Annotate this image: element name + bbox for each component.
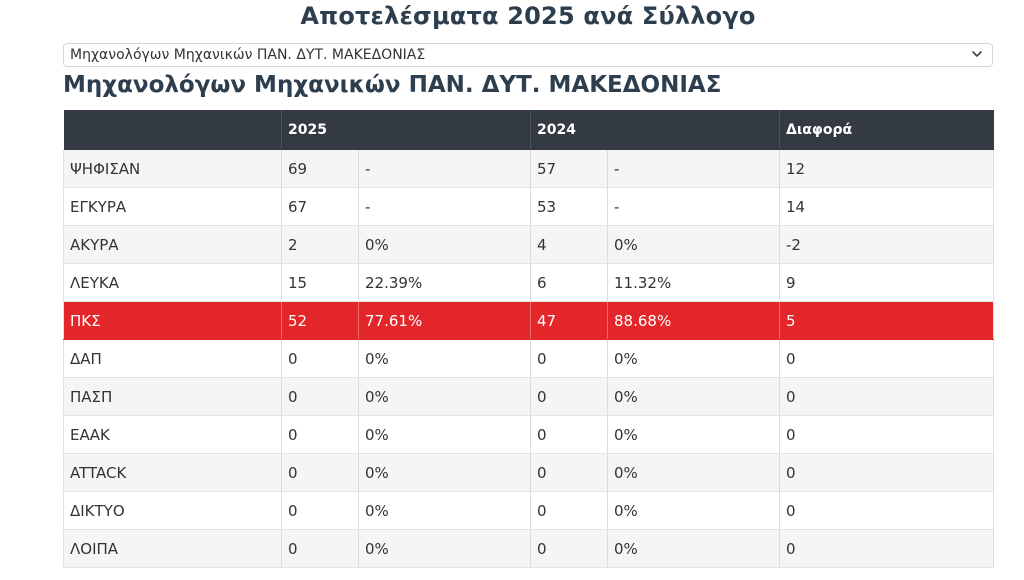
club-heading: Μηχανολόγων Μηχανικών ΠΑΝ. ΔΥΤ. ΜΑΚΕΔΟΝΙ…: [63, 72, 722, 98]
votes-2025: 0: [281, 339, 359, 378]
percent-2024: 0%: [607, 225, 780, 264]
difference: 14: [779, 187, 994, 226]
votes-2025: 15: [281, 263, 359, 302]
row-label: ΕΓΚΥΡΑ: [63, 187, 282, 226]
header-difference: Διαφορά: [779, 110, 994, 150]
votes-2024: 0: [530, 491, 608, 530]
row-label: ΔΑΠ: [63, 339, 282, 378]
club-selector[interactable]: Μηχανολόγων Μηχανικών ΠΑΝ. ΔΥΤ. ΜΑΚΕΔΟΝΙ…: [63, 43, 993, 67]
difference: 9: [779, 263, 994, 302]
votes-2025: 0: [281, 453, 359, 492]
votes-2024: 0: [530, 415, 608, 454]
difference: 0: [779, 491, 994, 530]
row-label: ΔΙΚΤΥΟ: [63, 491, 282, 530]
votes-2025: 0: [281, 529, 359, 568]
table-row: ΑΚΥΡΑ 2 0% 4 0% -2: [63, 225, 994, 264]
percent-2024: 0%: [607, 415, 780, 454]
percent-2025: 0%: [358, 339, 531, 378]
percent-2025: 0%: [358, 529, 531, 568]
header-2024: 2024: [530, 110, 780, 150]
row-label: ΕΑΑΚ: [63, 415, 282, 454]
percent-2024: 0%: [607, 377, 780, 416]
percent-2024: 0%: [607, 491, 780, 530]
percent-2025: 22.39%: [358, 263, 531, 302]
percent-2024: 11.32%: [607, 263, 780, 302]
table-row: ΛΕΥΚΑ 15 22.39% 6 11.32% 9: [63, 263, 994, 302]
percent-2025: 0%: [358, 415, 531, 454]
header-label: [63, 110, 282, 150]
votes-2024: 53: [530, 187, 608, 226]
percent-2025: -: [358, 150, 531, 188]
difference: 0: [779, 529, 994, 568]
votes-2024: 47: [530, 301, 608, 340]
percent-2025: 0%: [358, 225, 531, 264]
percent-2024: 0%: [607, 529, 780, 568]
difference: -2: [779, 225, 994, 264]
difference: 12: [779, 150, 994, 188]
percent-2024: 0%: [607, 453, 780, 492]
table-row: ΔΑΠ 0 0% 0 0% 0: [63, 339, 994, 378]
votes-2024: 0: [530, 339, 608, 378]
votes-2025: 52: [281, 301, 359, 340]
percent-2025: 0%: [358, 377, 531, 416]
percent-2024: 88.68%: [607, 301, 780, 340]
votes-2025: 0: [281, 415, 359, 454]
votes-2024: 0: [530, 453, 608, 492]
table-row: ATTACK 0 0% 0 0% 0: [63, 453, 994, 492]
header-2025: 2025: [281, 110, 531, 150]
percent-2024: -: [607, 187, 780, 226]
percent-2025: 77.61%: [358, 301, 531, 340]
votes-2024: 6: [530, 263, 608, 302]
votes-2025: 0: [281, 491, 359, 530]
table-header-row: 2025 2024 Διαφορά: [63, 110, 994, 150]
votes-2024: 57: [530, 150, 608, 188]
table-row: ΕΑΑΚ 0 0% 0 0% 0: [63, 415, 994, 454]
page-title: Αποτελέσματα 2025 ανά Σύλλογο: [300, 2, 756, 30]
row-label: ΛΕΥΚΑ: [63, 263, 282, 302]
chevron-down-icon: [972, 51, 982, 57]
difference: 0: [779, 453, 994, 492]
club-selector-value: Μηχανολόγων Μηχανικών ΠΑΝ. ΔΥΤ. ΜΑΚΕΔΟΝΙ…: [70, 47, 426, 63]
row-label: ΠΚΣ: [63, 301, 282, 340]
votes-2025: 0: [281, 377, 359, 416]
results-table: 2025 2024 Διαφορά ΨΗΦΙΣΑΝ 69-57-12 ΕΓΚΥΡΑ 6…: [63, 110, 994, 568]
table-row-highlighted: ΠΚΣ 52 77.61% 47 88.68% 5: [63, 301, 994, 340]
percent-2025: -: [358, 187, 531, 226]
table-row: ΔΙΚΤΥΟ 0 0% 0 0% 0: [63, 491, 994, 530]
row-label: ΛΟΙΠΑ: [63, 529, 282, 568]
difference: 0: [779, 377, 994, 416]
difference: 0: [779, 415, 994, 454]
votes-2024: 0: [530, 377, 608, 416]
difference: 5: [779, 301, 994, 340]
table-row: ΨΗΦΙΣΑΝ 69-57-12: [63, 150, 994, 188]
row-label: ΠΑΣΠ: [63, 377, 282, 416]
percent-2024: 0%: [607, 339, 780, 378]
percent-2025: 0%: [358, 453, 531, 492]
results-body: ΨΗΦΙΣΑΝ 69-57-12 ΕΓΚΥΡΑ 67-53-14 ΑΚΥΡΑ 2 0% 4 0%…: [63, 150, 994, 568]
votes-2024: 4: [530, 225, 608, 264]
votes-2025: 69: [281, 150, 359, 188]
row-label: ATTACK: [63, 453, 282, 492]
row-label: ΑΚΥΡΑ: [63, 225, 282, 264]
percent-2025: 0%: [358, 491, 531, 530]
table-row: ΠΑΣΠ 0 0% 0 0% 0: [63, 377, 994, 416]
votes-2024: 0: [530, 529, 608, 568]
difference: 0: [779, 339, 994, 378]
table-row: ΛΟΙΠΑ 0 0% 0 0% 0: [63, 529, 994, 568]
votes-2025: 2: [281, 225, 359, 264]
votes-2025: 67: [281, 187, 359, 226]
table-row: ΕΓΚΥΡΑ 67-53-14: [63, 187, 994, 226]
row-label: ΨΗΦΙΣΑΝ: [63, 150, 282, 188]
percent-2024: -: [607, 150, 780, 188]
